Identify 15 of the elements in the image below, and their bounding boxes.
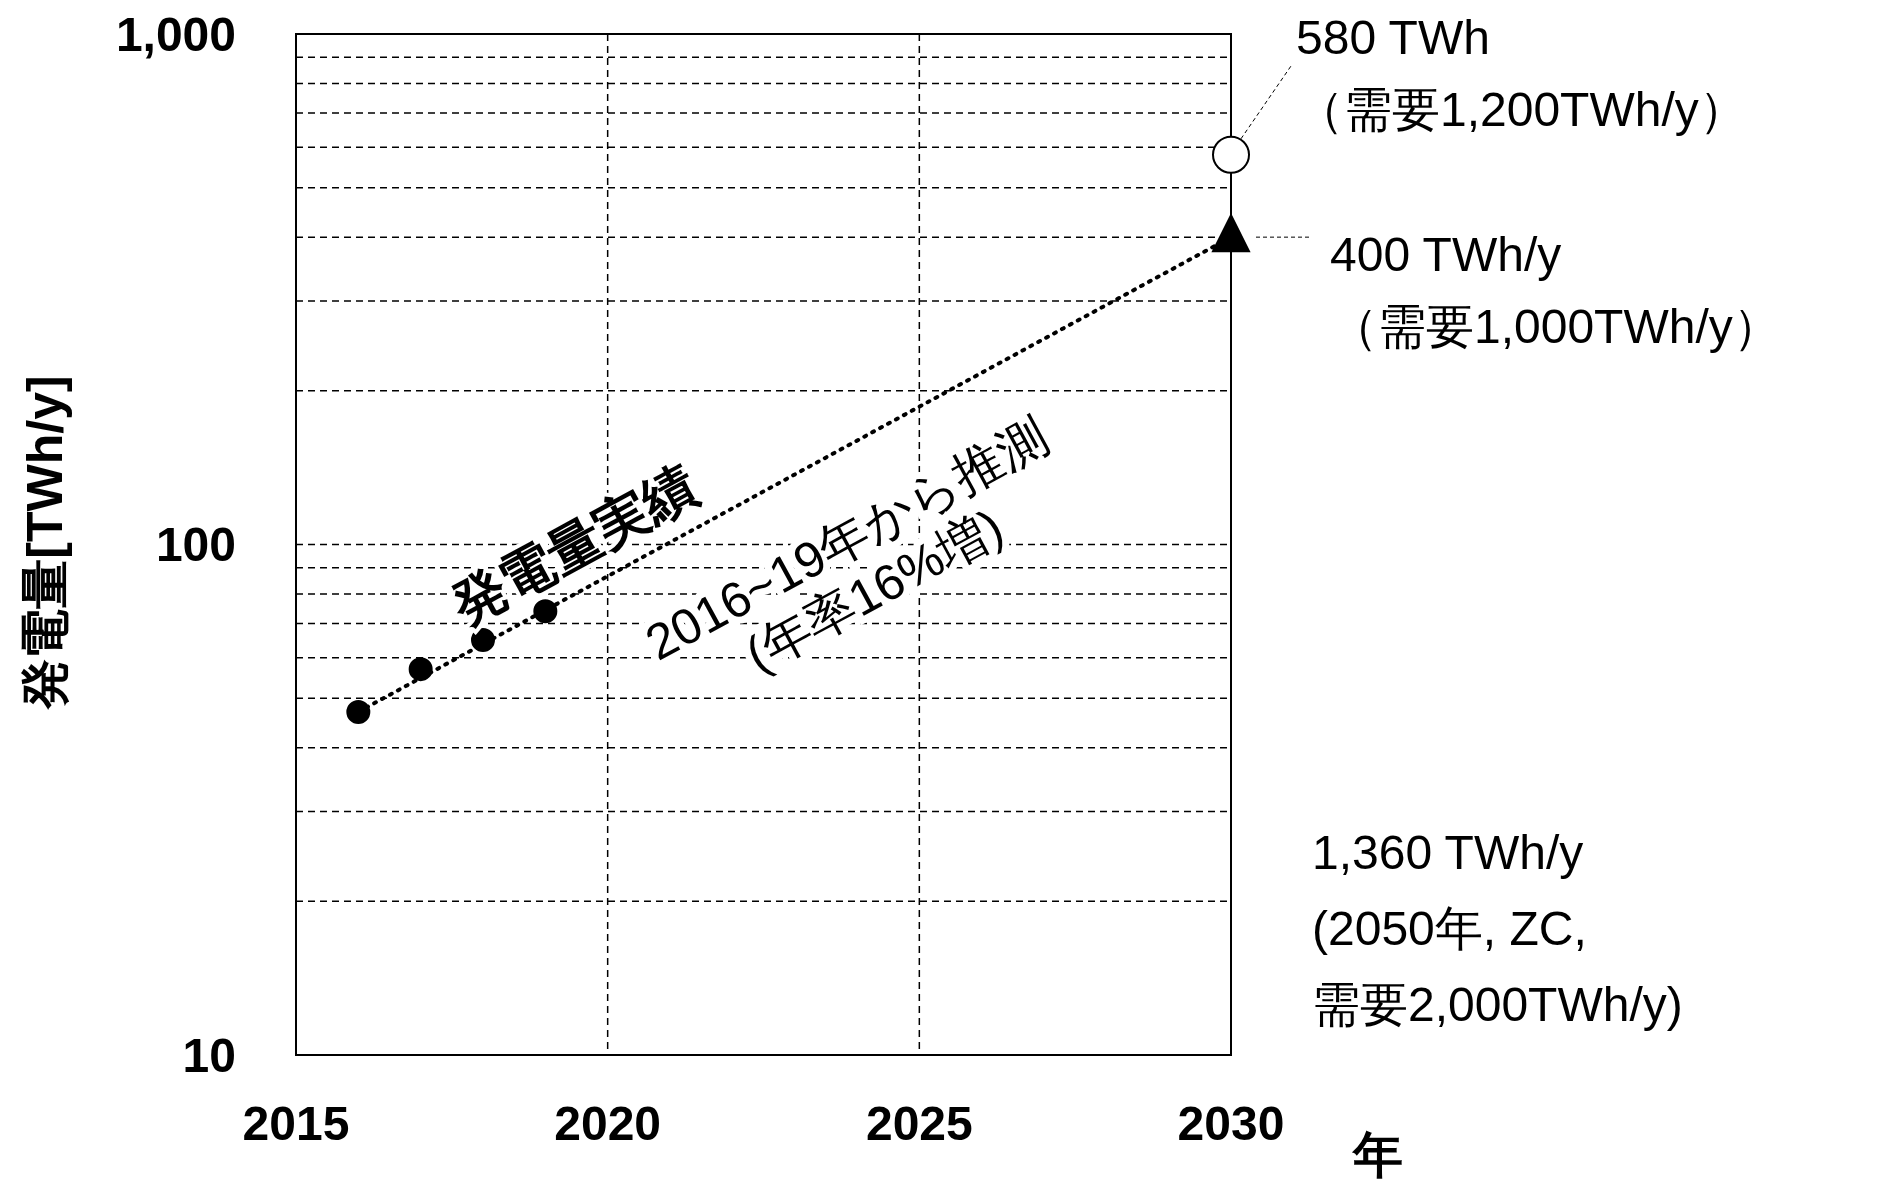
x-tick-label: 2020 [554, 1097, 662, 1150]
y-axis-title: 発電量[TWh/y] [17, 375, 73, 711]
annotation: 580 TWh （需要1,200TWh/y） [1296, 11, 1747, 136]
x-axis-title: 年 [1351, 1127, 1403, 1183]
x-tick-label: 2025 [865, 1097, 973, 1150]
x-tick-label: 2030 [1177, 1097, 1285, 1150]
annotation: 400 TWh/y （需要1,000TWh/y） [1330, 228, 1781, 353]
point [1212, 135, 1250, 174]
y-tick-label: 1,000 [115, 7, 236, 61]
text: 1,360 TWh/y (2050年, ZC, 需要2,000TWh/y) [1312, 826, 1683, 1031]
y-tick-label: 10 [182, 1028, 236, 1082]
point [408, 657, 433, 682]
point [346, 699, 371, 724]
y-tick-label: 100 [155, 518, 236, 572]
x-tick-label: 2015 [242, 1097, 350, 1150]
